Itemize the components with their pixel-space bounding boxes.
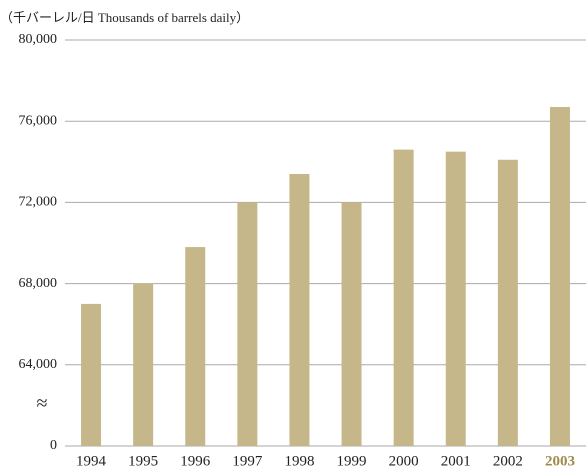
y-tick-label: 64,000 bbox=[19, 357, 58, 372]
bar bbox=[289, 173, 310, 447]
x-tick-label: 1996 bbox=[180, 453, 211, 469]
bar bbox=[497, 159, 518, 446]
y-tick-label: 68,000 bbox=[19, 276, 58, 291]
x-tick-label: 1998 bbox=[284, 453, 314, 469]
axis-break: ≈ bbox=[37, 393, 48, 415]
x-tick-label: 1994 bbox=[76, 453, 107, 469]
bar bbox=[393, 149, 414, 446]
y-tick-label: 72,000 bbox=[19, 195, 58, 210]
bar bbox=[133, 283, 154, 446]
x-tick-label: 1999 bbox=[337, 453, 367, 469]
y-tick-label: 80,000 bbox=[19, 32, 58, 47]
bar bbox=[341, 202, 362, 446]
x-tick-label: 1997 bbox=[232, 453, 263, 469]
bar bbox=[549, 106, 570, 447]
y-tick-label: 0 bbox=[50, 438, 57, 453]
chart-title: （千バーレル/日 Thousands of barrels daily） bbox=[0, 10, 249, 25]
bar bbox=[81, 303, 102, 446]
bar bbox=[445, 151, 466, 446]
bar bbox=[237, 202, 258, 446]
x-tick-label: 2003 bbox=[545, 453, 575, 469]
x-tick-label: 2002 bbox=[493, 453, 523, 469]
x-tick-label: 1995 bbox=[128, 453, 158, 469]
y-tick-label: 76,000 bbox=[19, 113, 58, 128]
bar bbox=[185, 247, 206, 446]
x-tick-label: 2001 bbox=[441, 453, 471, 469]
x-tick-label: 2000 bbox=[389, 453, 419, 469]
